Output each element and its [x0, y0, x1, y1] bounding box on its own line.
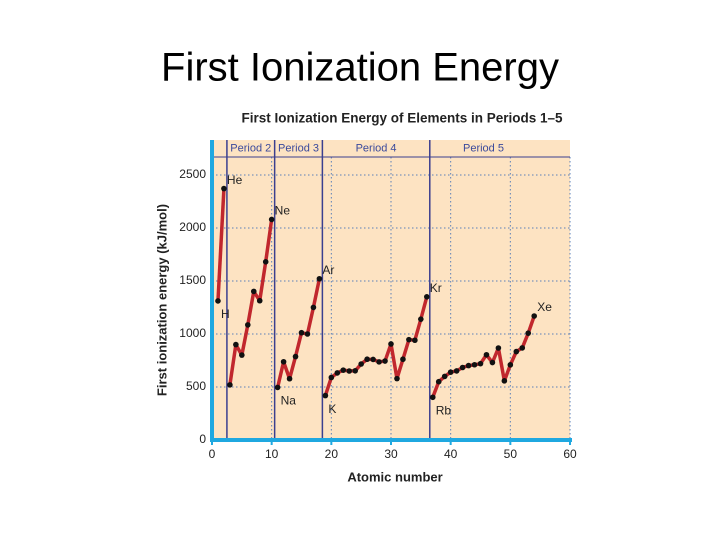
data-point — [459, 364, 466, 371]
data-point — [388, 341, 394, 347]
data-point — [262, 259, 269, 265]
data-point — [418, 316, 424, 322]
point-label: Kr — [430, 281, 442, 295]
data-point — [221, 185, 227, 192]
point-label: Xe — [537, 300, 552, 314]
data-point — [316, 275, 323, 282]
data-point — [304, 331, 311, 337]
data-point — [477, 360, 484, 367]
data-point — [280, 358, 287, 365]
data-point — [310, 304, 317, 311]
data-point — [256, 297, 263, 304]
x-tick-label: 60 — [563, 447, 577, 461]
data-point — [358, 361, 364, 367]
data-point — [250, 288, 257, 295]
data-point — [364, 356, 370, 363]
x-tick-label: 0 — [209, 447, 216, 461]
data-point — [447, 369, 454, 375]
data-point — [471, 361, 478, 368]
data-point — [370, 356, 376, 363]
data-point — [525, 330, 532, 336]
data-point — [215, 298, 221, 304]
x-tick-label: 50 — [504, 447, 518, 461]
y-tick-label: 2000 — [179, 220, 206, 234]
data-point — [328, 374, 335, 381]
point-label: Ar — [322, 263, 334, 277]
data-point — [334, 370, 341, 376]
data-point — [465, 362, 472, 369]
data-point — [298, 329, 305, 336]
point-label: K — [328, 402, 336, 416]
period-label: Period 4 — [356, 142, 397, 154]
data-point — [495, 345, 502, 351]
data-point — [519, 345, 526, 351]
data-point — [233, 341, 239, 348]
data-point — [412, 337, 418, 344]
y-axis-label: First ionization energy (kJ/mol) — [154, 204, 169, 396]
data-point — [435, 378, 442, 385]
y-tick-label: 1000 — [179, 326, 206, 340]
chart-title: First Ionization Energy of Elements in P… — [241, 111, 563, 126]
point-label: Na — [281, 394, 297, 408]
y-tick-label: 2500 — [179, 167, 206, 181]
data-point — [376, 359, 382, 365]
x-tick-label: 20 — [325, 447, 339, 461]
data-point — [352, 367, 359, 374]
data-point — [507, 362, 514, 368]
data-line — [216, 188, 226, 302]
data-point — [501, 378, 508, 384]
data-point — [292, 353, 299, 360]
y-tick-label: 0 — [199, 432, 206, 446]
x-tick-label: 10 — [265, 447, 279, 461]
data-point — [453, 368, 460, 374]
x-axis-label: Atomic number — [347, 469, 442, 484]
data-point — [424, 294, 430, 300]
point-label: Ne — [275, 204, 291, 218]
data-point — [322, 392, 329, 399]
data-point — [483, 351, 490, 358]
point-label: He — [227, 173, 243, 187]
data-point — [441, 373, 448, 380]
y-tick-label: 1500 — [179, 273, 206, 287]
data-point — [340, 367, 347, 373]
x-tick-label: 30 — [384, 447, 398, 461]
data-point — [239, 352, 245, 358]
data-point — [531, 313, 537, 319]
y-tick-label: 500 — [186, 379, 206, 393]
data-point — [394, 375, 400, 382]
data-point — [286, 375, 293, 382]
data-line — [275, 278, 322, 388]
data-point — [227, 382, 233, 388]
data-point — [406, 336, 412, 343]
point-label: Rb — [436, 403, 452, 417]
x-tick-label: 40 — [444, 447, 458, 461]
data-point — [400, 356, 406, 363]
period-label: Period 2 — [230, 142, 271, 154]
data-point — [274, 384, 281, 391]
data-point — [245, 322, 251, 328]
data-point — [429, 394, 436, 401]
data-point — [513, 348, 520, 355]
point-label: H — [221, 307, 230, 321]
data-point — [268, 216, 275, 223]
period-label: Period 5 — [463, 142, 504, 154]
data-point — [489, 359, 496, 366]
data-point — [346, 368, 353, 374]
period-label: Period 3 — [278, 142, 319, 154]
slide-title: First Ionization Energy — [161, 46, 559, 90]
data-point — [382, 358, 388, 364]
